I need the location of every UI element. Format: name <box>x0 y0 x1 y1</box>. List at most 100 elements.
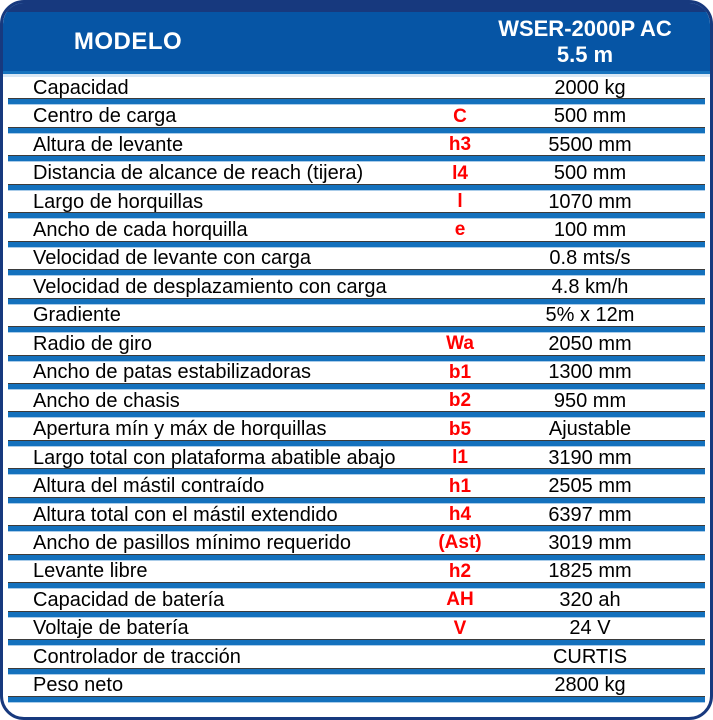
table-row: Altura del mástil contraído h1 2505 mm <box>3 475 710 496</box>
spec-symbol: l4 <box>452 162 468 184</box>
row-separator <box>8 155 705 163</box>
row-separator <box>8 667 705 675</box>
row-separator <box>8 326 705 334</box>
table-row: Ancho de pasillos mínimo requerido (Ast)… <box>3 532 710 553</box>
model-column-header: MODELO <box>73 27 183 55</box>
spec-value: 3190 mm <box>548 446 632 469</box>
spec-value: 1825 mm <box>548 560 632 583</box>
spec-label: Capacidad <box>33 77 129 98</box>
row-separator <box>8 98 705 106</box>
spec-value: 4.8 km/h <box>551 275 629 298</box>
spec-label: Ancho de patas estabilizadoras <box>33 362 311 383</box>
table-row: Ancho de patas estabilizadoras b1 1300 m… <box>3 362 710 383</box>
table-row: Centro de carga C 500 mm <box>3 105 710 126</box>
table-row: Altura total con el mástil extendido h4 … <box>3 504 710 525</box>
row-separator <box>8 525 705 533</box>
spec-value: 2505 mm <box>548 475 632 498</box>
spec-label: Ancho de chasis <box>33 390 180 411</box>
spec-value: 3019 mm <box>548 531 632 554</box>
spec-value: 320 ah <box>559 588 621 611</box>
spec-value: 100 mm <box>553 218 627 241</box>
header-separator <box>3 71 710 77</box>
spec-rows: Capacidad 2000 kg Centro de carga C 500 … <box>3 77 710 717</box>
spec-label: Apertura mín y máx de horquillas <box>33 419 327 440</box>
spec-value: 1300 mm <box>548 361 632 384</box>
spec-label: Altura total con el mástil extendido <box>33 504 338 525</box>
model-value-header: WSER-2000P AC 5.5 m <box>460 16 710 68</box>
row-separator <box>8 297 705 305</box>
table-row: Peso neto 2800 kg <box>3 675 710 696</box>
spec-symbol: l <box>457 191 463 213</box>
spec-value: 0.8 mts/s <box>549 247 631 270</box>
row-separator <box>8 212 705 220</box>
table-row: Largo de horquillas l 1070 mm <box>3 191 710 212</box>
spec-label: Controlador de tracción <box>33 646 241 667</box>
table-row: Voltaje de batería V 24 V <box>3 618 710 639</box>
spec-value: 1070 mm <box>548 190 632 213</box>
spec-symbol: (Ast) <box>438 532 482 554</box>
spec-symbol: l1 <box>452 447 468 469</box>
table-row: Capacidad de batería AH 320 ah <box>3 589 710 610</box>
spec-symbol: b1 <box>448 361 472 383</box>
spec-value: 2800 kg <box>554 674 626 697</box>
spec-symbol: C <box>453 105 467 127</box>
spec-value: Ajustable <box>548 418 632 441</box>
row-separator <box>8 582 705 590</box>
spec-value: CURTIS <box>552 645 628 668</box>
model-variant: 5.5 m <box>556 41 614 67</box>
table-row: Controlador de tracción CURTIS <box>3 646 710 667</box>
table-row: Levante libre h2 1825 mm <box>3 561 710 582</box>
spec-label: Ancho de pasillos mínimo requerido <box>33 532 351 553</box>
table-row: Radio de giro Wa 2050 mm <box>3 333 710 354</box>
table-row: Altura de levante h3 5500 mm <box>3 134 710 155</box>
spec-value: 24 V <box>569 617 611 640</box>
table-row: Gradiente 5% x 12m <box>3 305 710 326</box>
spec-label: Peso neto <box>33 675 124 696</box>
spec-symbol: h1 <box>448 475 472 497</box>
spec-value: 2000 kg <box>554 76 626 99</box>
spec-value: 5500 mm <box>548 133 632 156</box>
spec-symbol: h3 <box>448 134 472 156</box>
spec-label: Radio de giro <box>33 333 152 354</box>
row-separator <box>8 610 705 618</box>
row-separator <box>8 354 705 362</box>
spec-label: Altura del mástil contraído <box>33 476 265 497</box>
table-row: Velocidad de levante con carga 0.8 mts/s <box>3 248 710 269</box>
row-separator <box>8 382 705 390</box>
row-separator <box>8 126 705 134</box>
spec-value: 950 mm <box>553 389 627 412</box>
spec-symbol: h4 <box>448 504 472 526</box>
spec-label: Ancho de cada horquilla <box>33 219 248 240</box>
row-separator <box>8 183 705 191</box>
spec-symbol: b5 <box>448 418 472 440</box>
spec-symbol: e <box>454 219 466 241</box>
table-row: Ancho de chasis b2 950 mm <box>3 390 710 411</box>
row-separator <box>8 269 705 277</box>
spec-symbol: h2 <box>448 560 472 582</box>
spec-label: Velocidad de levante con carga <box>33 248 311 269</box>
model-name: WSER-2000P AC <box>498 15 672 41</box>
row-separator <box>8 411 705 419</box>
spec-label: Distancia de alcance de reach (tijera) <box>33 163 364 184</box>
table-row: Apertura mín y máx de horquillas b5 Ajus… <box>3 418 710 439</box>
table-row: Capacidad 2000 kg <box>3 77 710 98</box>
row-separator <box>8 695 705 703</box>
spec-label: Largo de horquillas <box>33 191 204 212</box>
row-separator <box>8 639 705 647</box>
table-row: Velocidad de desplazamiento con carga 4.… <box>3 276 710 297</box>
table-row: Distancia de alcance de reach (tijera) l… <box>3 162 710 183</box>
spec-value: 5% x 12m <box>545 304 635 327</box>
spec-label: Gradiente <box>33 305 121 326</box>
spec-value: 500 mm <box>553 105 627 128</box>
spec-symbol: AH <box>446 589 474 611</box>
row-separator <box>8 553 705 561</box>
spec-symbol: V <box>453 617 467 639</box>
spec-symbol: Wa <box>446 333 474 355</box>
spec-label: Velocidad de desplazamiento con carga <box>33 276 387 297</box>
spec-label: Capacidad de batería <box>33 589 225 610</box>
spec-value: 500 mm <box>553 162 627 185</box>
spec-label: Levante libre <box>33 561 148 582</box>
row-separator <box>8 439 705 447</box>
spec-label: Largo total con plataforma abatible abaj… <box>33 447 396 468</box>
